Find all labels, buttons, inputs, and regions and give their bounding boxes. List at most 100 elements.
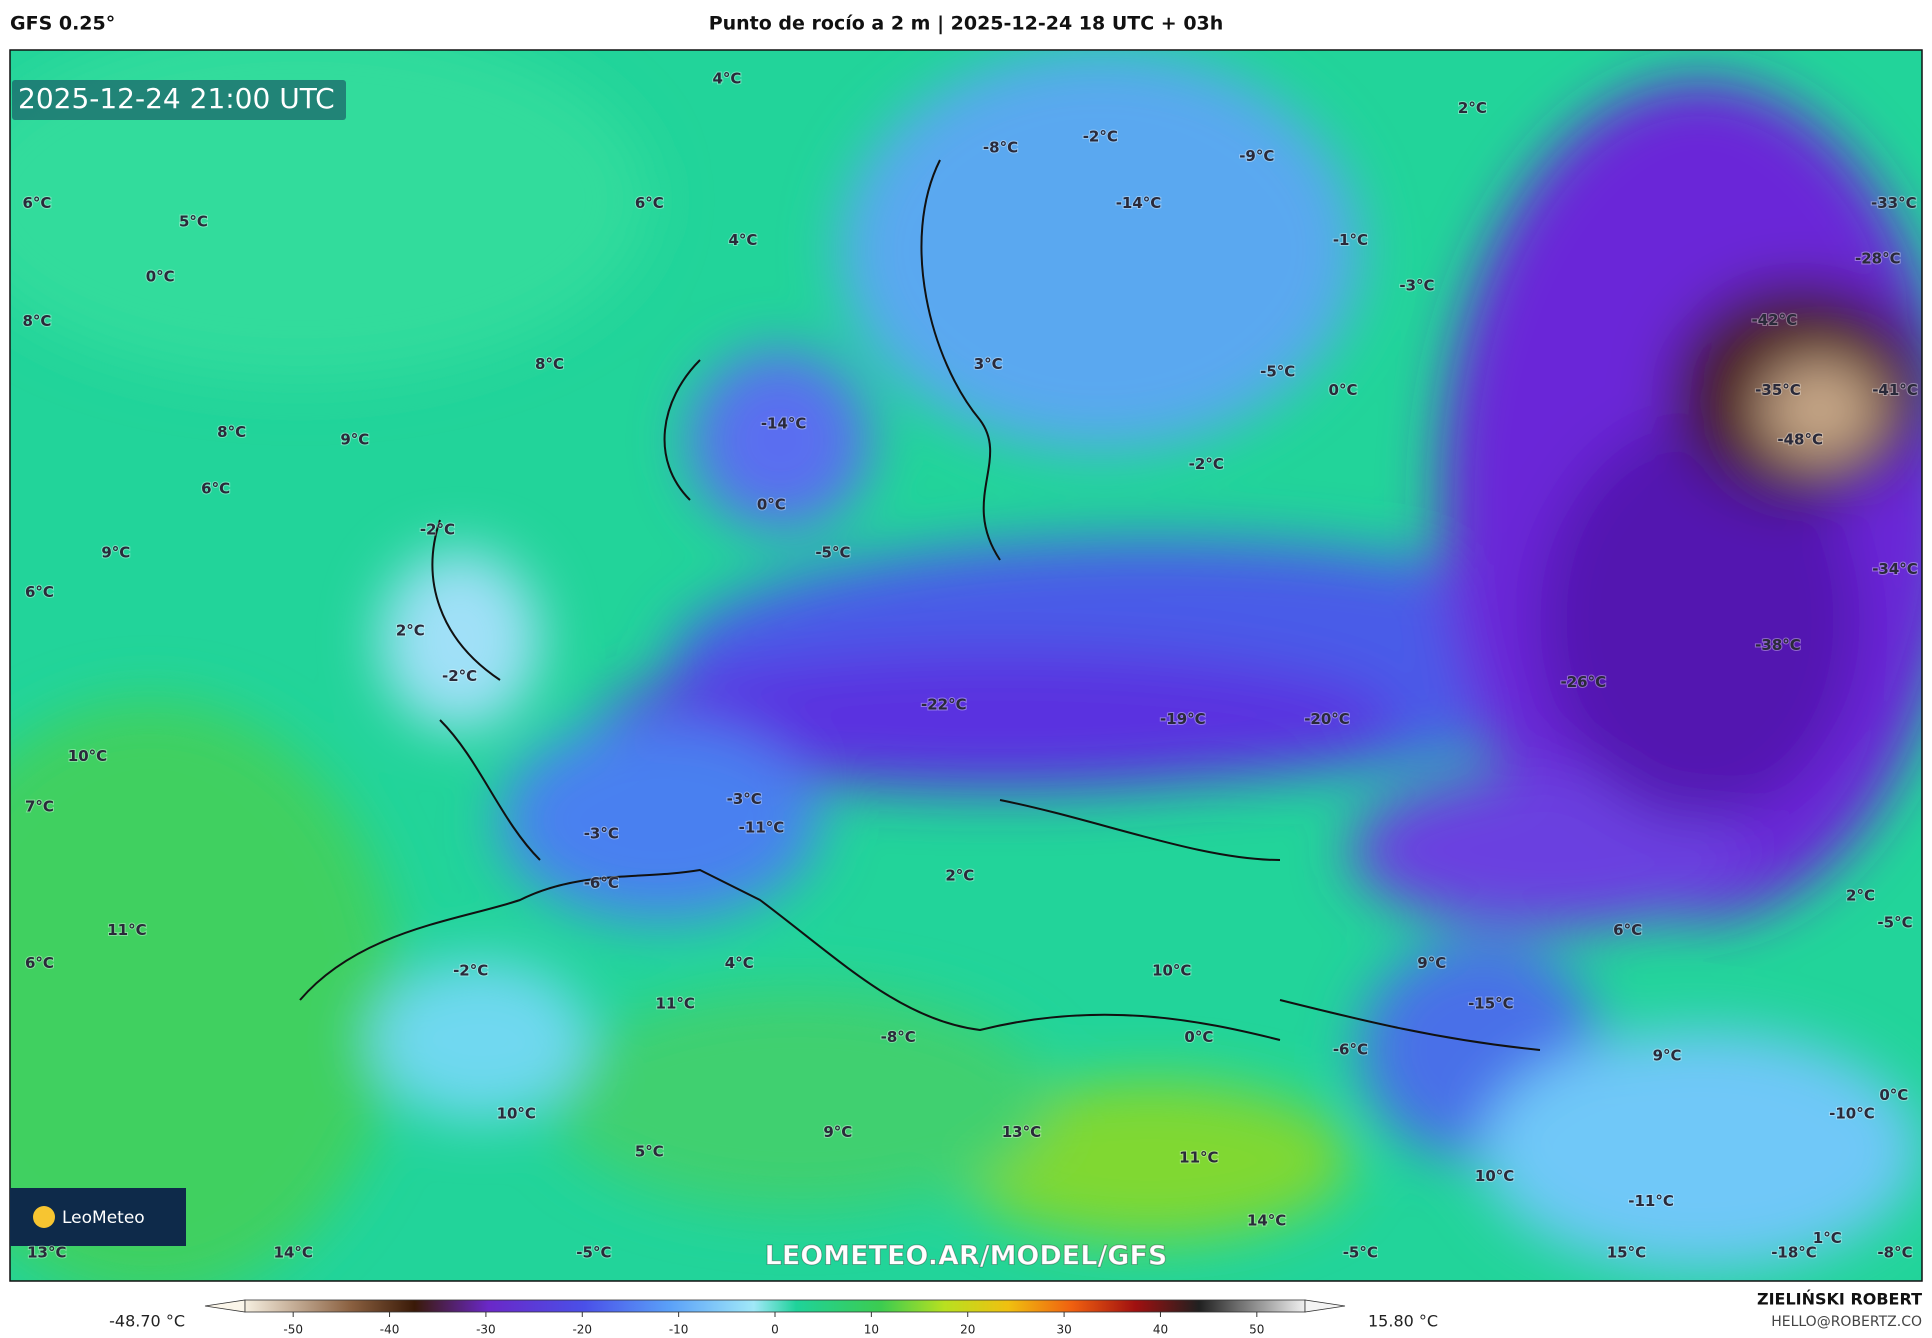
colorbar-tick-label: -20 <box>572 1323 592 1337</box>
colorbar-tick-label: 20 <box>960 1323 975 1337</box>
temperature-label: 3°C <box>974 355 1003 373</box>
temperature-label: -38°C <box>1755 636 1801 654</box>
temperature-label: 13°C <box>1002 1123 1041 1141</box>
map-title: Punto de rocío a 2 m | 2025-12-24 18 UTC… <box>709 13 1224 35</box>
temperature-label: -6°C <box>1333 1040 1368 1058</box>
temperature-label: -9°C <box>1239 147 1274 165</box>
temperature-label: 9°C <box>1653 1046 1682 1064</box>
temperature-label: -15°C <box>1468 995 1514 1013</box>
colorbar-tick-label: -40 <box>380 1323 400 1337</box>
temperature-label: -11°C <box>739 819 785 837</box>
temperature-label: -28°C <box>1855 249 1901 267</box>
temperature-label: -6°C <box>584 874 619 892</box>
temperature-label: 9°C <box>101 544 130 562</box>
temperature-label: -35°C <box>1755 381 1801 399</box>
temperature-label: -41°C <box>1872 381 1918 399</box>
colorbar-max: 15.80 °C <box>1368 1312 1438 1331</box>
temperature-label: -2°C <box>1083 127 1118 145</box>
temperature-label: 6°C <box>1613 921 1642 939</box>
temperature-label: -1°C <box>1333 231 1368 249</box>
colorbar-end-low <box>204 1299 246 1313</box>
colorbar-tick-label: -50 <box>283 1323 303 1337</box>
temperature-label: 2°C <box>945 867 974 885</box>
colorbar-tick-label: 10 <box>864 1323 879 1337</box>
timestamp-box <box>12 80 346 120</box>
map-frame <box>9 49 1923 1282</box>
temperature-label: -14°C <box>761 414 807 432</box>
temperature-label: 15°C <box>1607 1244 1646 1262</box>
colorbar-tick-label: 0 <box>771 1323 779 1337</box>
temperature-label: 5°C <box>635 1143 664 1161</box>
colorbar-min: -48.70 °C <box>109 1312 185 1331</box>
temperature-label: -42°C <box>1751 311 1797 329</box>
temperature-label: 14°C <box>1247 1212 1286 1230</box>
colorbar-tick-label: 30 <box>1056 1323 1071 1337</box>
coastline <box>299 159 1541 1051</box>
colorbar-tick-label: 50 <box>1249 1323 1264 1337</box>
temperature-label: -11°C <box>1628 1192 1674 1210</box>
temperature-label: -8°C <box>1877 1244 1912 1262</box>
temperature-label: 2°C <box>1846 886 1875 904</box>
temperature-label: 6°C <box>22 194 51 212</box>
temperature-label: -2°C <box>442 667 477 685</box>
temperature-label: 8°C <box>22 312 51 330</box>
temperature-label: -26°C <box>1560 673 1606 691</box>
temperature-label: -14°C <box>1116 194 1162 212</box>
map-field <box>10 50 1922 1281</box>
temperature-label: 11°C <box>1179 1149 1218 1167</box>
temperature-label: -8°C <box>881 1028 916 1046</box>
temperature-label: 4°C <box>725 954 754 972</box>
temperature-label: -33°C <box>1871 194 1917 212</box>
temperature-label: 0°C <box>146 268 175 286</box>
temperature-label: 11°C <box>656 995 695 1013</box>
temperature-label: 9°C <box>823 1123 852 1141</box>
temperature-label: -5°C <box>1260 363 1295 381</box>
temperature-label: -18°C <box>1771 1244 1817 1262</box>
temperature-label: 10°C <box>497 1104 536 1122</box>
temperature-label: -3°C <box>727 790 762 808</box>
timestamp: 2025-12-24 21:00 UTC <box>18 82 335 115</box>
colorbar-end-high <box>1304 1299 1346 1313</box>
temperature-label: 0°C <box>1329 381 1358 399</box>
temperature-label: 9°C <box>340 430 369 448</box>
temperature-label: 5°C <box>179 212 208 230</box>
logo-sun <box>33 1206 55 1228</box>
temperature-label: 10°C <box>1475 1167 1514 1185</box>
temperature-label: -34°C <box>1872 560 1918 578</box>
temperature-label: 9°C <box>1417 954 1446 972</box>
temperature-label: 10°C <box>1152 961 1191 979</box>
temperature-label: -10°C <box>1829 1104 1875 1122</box>
temperature-label: -5°C <box>1877 913 1912 931</box>
temperature-label: -5°C <box>815 544 850 562</box>
temperature-label: 2°C <box>1458 99 1487 117</box>
temperature-label: -2°C <box>1189 455 1224 473</box>
temperature-label: 0°C <box>757 496 786 514</box>
temperature-label: 10°C <box>68 747 107 765</box>
temperature-label: 8°C <box>535 355 564 373</box>
temperature-label: 2°C <box>396 621 425 639</box>
temperature-label: -2°C <box>453 961 488 979</box>
colorbar-tick-label: -10 <box>669 1323 689 1337</box>
temperature-label: -19°C <box>1160 710 1206 728</box>
logo-text: LeoMeteo <box>62 1208 145 1228</box>
temperature-label: -2°C <box>420 520 455 538</box>
temperature-labels: 4°C -8°C -2°C -9°C 2°C -33°C 6°C 5°C 6°C 4°C -14°C… <box>21 68 1918 1262</box>
temperature-label: -5°C <box>1343 1244 1378 1262</box>
temperature-label: 6°C <box>635 194 664 212</box>
colorbar-tick-label: -30 <box>476 1323 496 1337</box>
temperature-label: 4°C <box>712 69 741 87</box>
temperature-label: -8°C <box>983 138 1018 156</box>
temperature-label: 6°C <box>25 954 54 972</box>
temperature-label: 4°C <box>729 231 758 249</box>
temperature-label: 6°C <box>201 480 230 498</box>
temperature-label: -3°C <box>584 825 619 843</box>
temperature-label: 8°C <box>217 423 246 441</box>
email: HELLO@ROBERTZ.CO <box>1771 1314 1922 1330</box>
watermark: LEOMETEO.AR/MODEL/GFS <box>765 1241 1168 1272</box>
temperature-label: -22°C <box>921 695 967 713</box>
temperature-label: 1°C <box>1813 1229 1842 1247</box>
colorbar-bar <box>244 1299 1306 1313</box>
temperature-label: -48°C <box>1777 430 1823 448</box>
author: ZIELIŃSKI ROBERT <box>1757 1290 1922 1309</box>
